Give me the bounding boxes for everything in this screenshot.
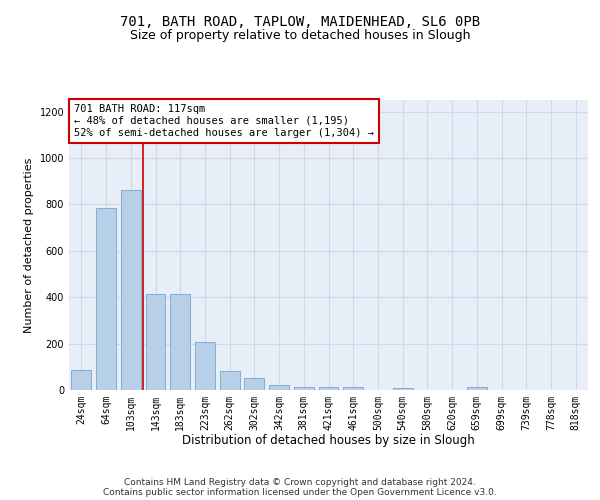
Bar [121,190,140,390]
Text: 701 BATH ROAD: 117sqm
← 48% of detached houses are smaller (1,195)
52% of semi-d: 701 BATH ROAD: 117sqm ← 48% of detached … [74,104,374,138]
Bar [220,370,239,390]
Bar [96,208,116,390]
Text: Size of property relative to detached houses in Slough: Size of property relative to detached ho… [130,28,470,42]
X-axis label: Distribution of detached houses by size in Slough: Distribution of detached houses by size … [182,434,475,448]
Bar [269,386,289,390]
Bar [343,387,363,390]
Bar [71,370,91,390]
Text: 701, BATH ROAD, TAPLOW, MAIDENHEAD, SL6 0PB: 701, BATH ROAD, TAPLOW, MAIDENHEAD, SL6 … [120,16,480,30]
Bar [195,342,215,390]
Bar [393,388,413,390]
Bar [146,294,166,390]
Y-axis label: Number of detached properties: Number of detached properties [24,158,34,332]
Bar [244,378,264,390]
Bar [294,387,314,390]
Text: Contains HM Land Registry data © Crown copyright and database right 2024.
Contai: Contains HM Land Registry data © Crown c… [103,478,497,497]
Bar [467,387,487,390]
Bar [319,387,338,390]
Bar [170,294,190,390]
